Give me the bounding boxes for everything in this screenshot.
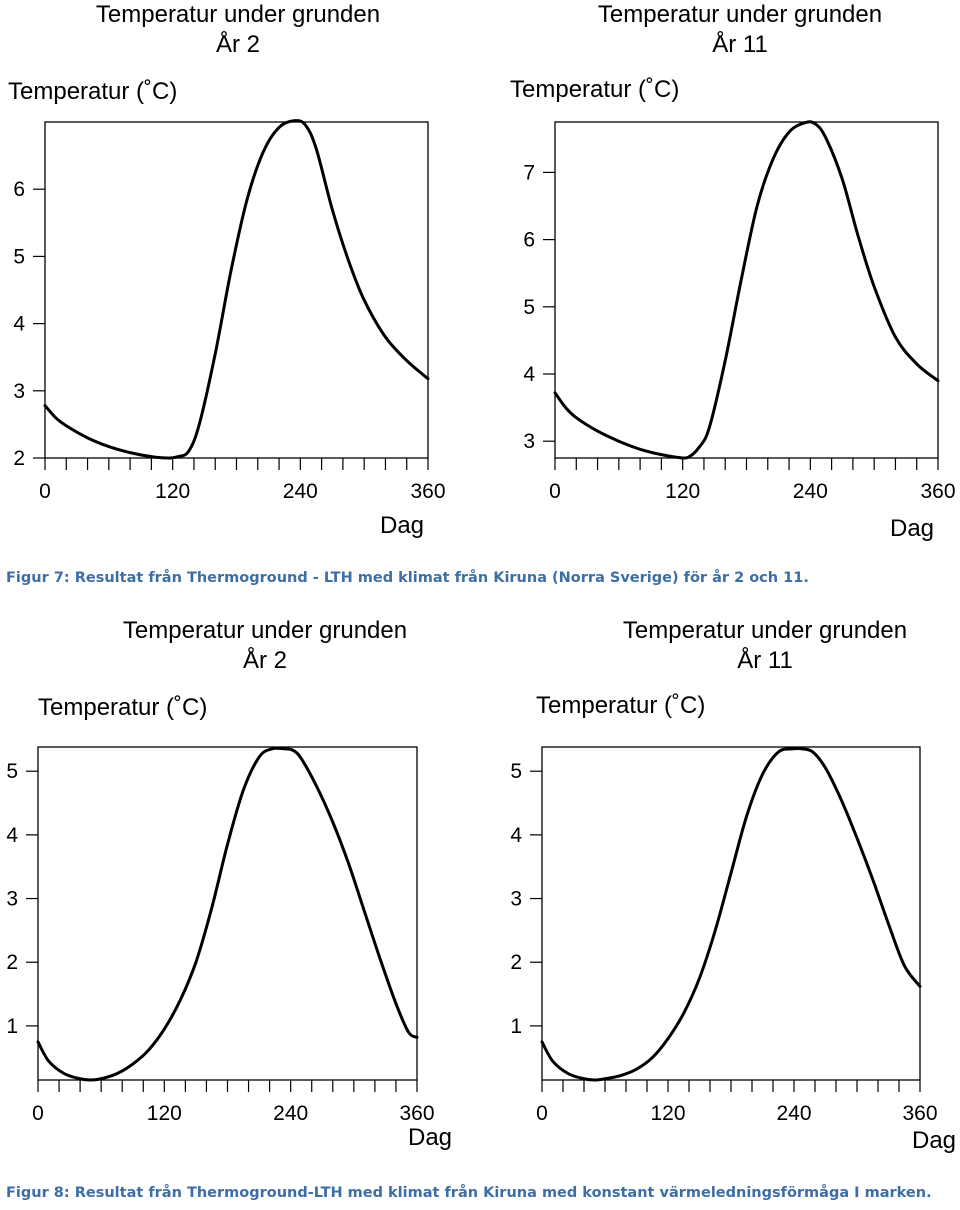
chart-plot: 0 120 240 360 1 2 3 4 5	[510, 746, 938, 1125]
x-tick-label: 120	[650, 1102, 685, 1125]
x-tick-label: 0	[549, 480, 561, 503]
x-axis-label: Dag	[890, 515, 935, 542]
x-tick-label: 0	[32, 1102, 44, 1125]
chart-title: Temperatur under grunden År 11	[605, 616, 925, 676]
y-tick-label: 4	[13, 313, 25, 336]
x-tick-label: 360	[410, 480, 445, 503]
y-tick-label: 2	[6, 951, 18, 974]
x-axis-label: Dag	[912, 1127, 957, 1154]
y-tick-label: 7	[523, 161, 535, 184]
y-tick-label: 1	[510, 1015, 522, 1038]
y-tick-label: 6	[13, 178, 25, 201]
chart-title-line2: År 2	[215, 31, 260, 58]
y-tick-label: 5	[523, 296, 535, 319]
chart-title-line2: År 11	[712, 31, 768, 58]
x-tick-label: 0	[39, 480, 51, 503]
x-tick-label: 240	[776, 1102, 811, 1125]
y-axis-label: Temperatur (˚C)	[510, 76, 680, 103]
chart-title: Temperatur under grunden År 2	[105, 616, 425, 676]
chart-panel-fig8-year2: Temperatur under grunden År 2 Temperatur…	[0, 612, 480, 1172]
y-axis-label: Temperatur (˚C)	[536, 692, 706, 719]
x-tick-label: 0	[536, 1102, 548, 1125]
y-tick-label: 5	[13, 245, 25, 268]
chart-panel-fig7-year11: Temperatur under grunden År 11 Temperatu…	[480, 0, 960, 560]
y-axis-label: Temperatur (˚C)	[8, 78, 178, 105]
chart-plot: 0 120 240 360 3 4 5 6 7	[523, 120, 956, 503]
y-tick-label: 2	[510, 951, 522, 974]
x-tick-label: 240	[793, 480, 828, 503]
plot-frame	[44, 121, 429, 459]
plot-frame	[541, 746, 921, 1081]
series-line	[540, 747, 922, 1082]
y-tick-label: 3	[13, 380, 25, 403]
x-tick-label: 360	[399, 1102, 434, 1125]
x-tick-label: 360	[902, 1102, 937, 1125]
y-tick-label: 1	[6, 1015, 18, 1038]
y-tick-label: 5	[510, 760, 522, 783]
figure-caption-8: Figur 8: Resultat från Thermoground-LTH …	[6, 1185, 932, 1201]
y-tick-label: 3	[6, 888, 18, 911]
chart-title: Temperatur under grunden År 11	[580, 0, 900, 60]
y-tick-label: 6	[523, 229, 535, 252]
chart-title-line2: År 11	[737, 647, 793, 674]
y-tick-label: 2	[13, 447, 25, 470]
chart-plot: 0 120 240 360 2 3 4 5 6	[13, 119, 446, 503]
series-line	[553, 120, 940, 460]
y-tick-label: 3	[523, 430, 535, 453]
chart-title-line1: Temperatur under grunden	[597, 1, 883, 28]
plot-frame	[554, 121, 939, 459]
y-tick-label: 4	[510, 824, 522, 847]
chart-plot: 0 120 240 360 1 2 3 4 5	[6, 746, 435, 1125]
series-line	[36, 746, 419, 1082]
x-tick-label: 120	[147, 1102, 182, 1125]
chart-title-line1: Temperatur under grunden	[122, 617, 408, 644]
x-tick-label: 240	[283, 480, 318, 503]
chart-panel-fig8-year11: Temperatur under grunden År 11 Temperatu…	[480, 612, 960, 1172]
x-tick-label: 120	[155, 480, 190, 503]
x-axis-label: Dag	[408, 1124, 453, 1151]
chart-title: Temperatur under grunden År 2	[78, 0, 398, 60]
chart-title-line1: Temperatur under grunden	[622, 617, 908, 644]
figure-caption-7: Figur 7: Resultat från Thermoground - LT…	[6, 570, 809, 586]
x-axis-label: Dag	[380, 512, 425, 539]
x-tick-label: 360	[920, 480, 955, 503]
chart-title-line1: Temperatur under grunden	[95, 1, 381, 28]
y-tick-label: 4	[6, 824, 18, 847]
x-tick-label: 120	[665, 480, 700, 503]
y-axis-label: Temperatur (˚C)	[38, 694, 208, 721]
series-line	[43, 119, 430, 460]
y-tick-label: 4	[523, 363, 535, 386]
chart-panel-fig7-year2: Temperatur under grunden År 2 Temperatur…	[0, 0, 480, 560]
y-tick-label: 3	[510, 888, 522, 911]
y-tick-label: 5	[6, 760, 18, 783]
chart-title-line2: År 2	[242, 647, 287, 674]
x-tick-label: 240	[273, 1102, 308, 1125]
plot-frame	[37, 746, 418, 1081]
